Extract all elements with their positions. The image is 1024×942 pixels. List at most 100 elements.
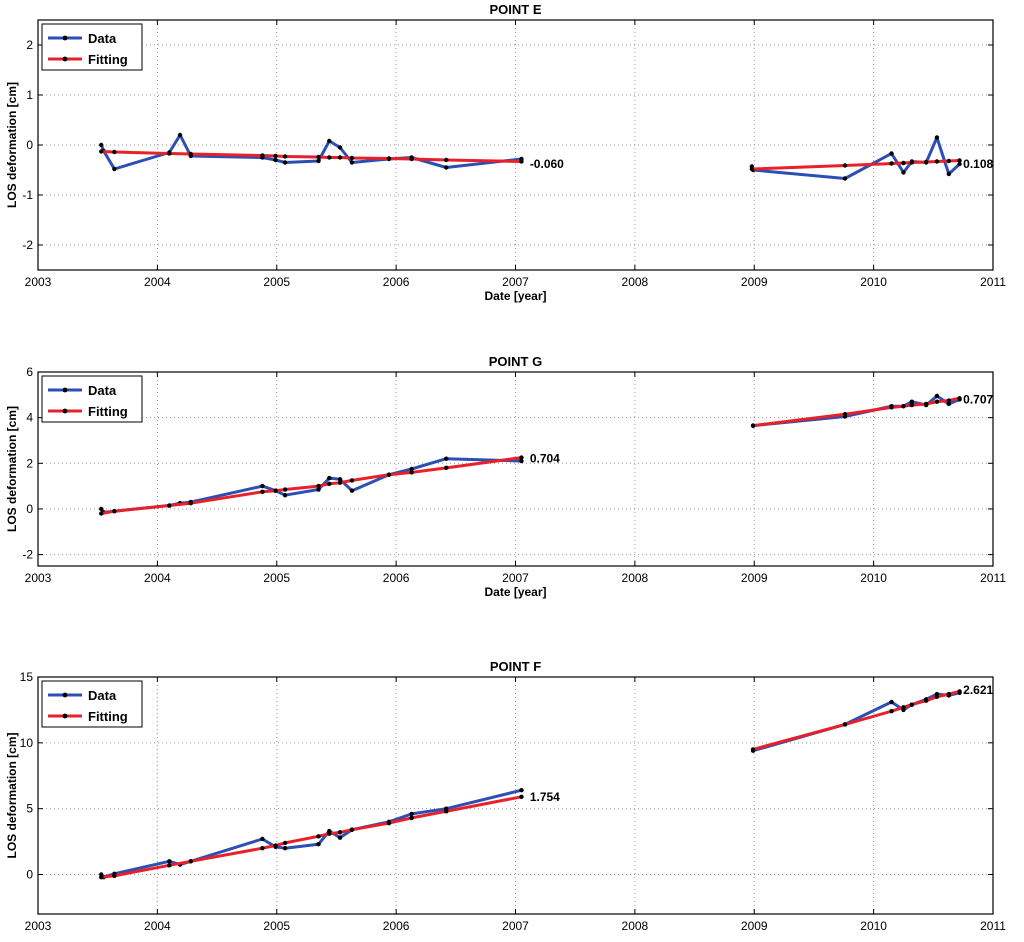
data-point — [409, 156, 414, 162]
chart-title: POINT G — [489, 354, 542, 369]
legend-marker — [62, 713, 68, 719]
data-point — [177, 132, 183, 138]
data-point — [337, 145, 343, 150]
x-tick-label: 2004 — [144, 275, 171, 289]
value-annotation: 0.707 — [963, 392, 993, 406]
data-point — [946, 691, 952, 697]
data-point — [349, 160, 355, 165]
data-point — [337, 155, 343, 160]
x-tick-label: 2006 — [383, 275, 410, 289]
data-point — [167, 151, 172, 156]
x-tick-label: 2011 — [980, 275, 1006, 289]
data-point — [337, 477, 343, 482]
chart-panel-0: 2003 2004 2005 2006 2007 2008 2009 2010 2011 -2 -1… — [5, 2, 1006, 303]
data-point — [946, 398, 952, 403]
data-point — [409, 470, 414, 475]
data-point — [167, 859, 172, 864]
data-point — [889, 161, 894, 166]
data-point — [99, 142, 104, 148]
data-point — [260, 845, 265, 851]
data-point — [282, 493, 288, 498]
y-tick-label: 2 — [26, 456, 33, 470]
data-point — [386, 472, 392, 477]
y-tick-label: 0 — [26, 502, 33, 516]
legend-label: Fitting — [88, 52, 128, 67]
data-point — [327, 831, 332, 836]
legend-label: Data — [88, 688, 117, 703]
data-point — [909, 702, 915, 707]
data-point — [273, 157, 278, 163]
value-annotation: -0.060 — [530, 157, 564, 171]
x-axis-label: Date [year] — [484, 585, 546, 599]
data-point — [327, 481, 332, 487]
legend-marker — [62, 56, 68, 62]
legend-label: Fitting — [88, 709, 128, 724]
data-point — [749, 166, 755, 172]
data-point — [386, 820, 392, 826]
data-point — [957, 161, 962, 167]
x-tick-label: 2006 — [383, 919, 410, 933]
legend: Data Fitting — [41, 23, 143, 71]
data-point — [260, 483, 265, 489]
y-tick-label: 0 — [26, 138, 33, 152]
legend-label: Fitting — [88, 404, 128, 419]
data-point — [901, 705, 906, 710]
data-point — [889, 699, 894, 705]
x-tick-label: 2004 — [144, 919, 171, 933]
data-point — [957, 158, 962, 163]
data-point — [519, 458, 524, 464]
data-point — [934, 393, 940, 399]
data-point — [273, 843, 278, 848]
x-tick-label: 2004 — [144, 571, 171, 585]
data-point — [909, 399, 915, 404]
data-point — [112, 509, 117, 514]
data-point — [957, 689, 962, 694]
x-tick-label: 2009 — [741, 571, 768, 585]
data-point — [188, 151, 193, 157]
data-point — [327, 475, 332, 481]
y-tick-label: 0 — [26, 868, 33, 882]
data-point — [444, 157, 449, 163]
data-point — [273, 488, 278, 493]
legend-marker — [62, 35, 68, 41]
data-point — [909, 160, 915, 165]
data-point — [957, 396, 962, 401]
x-axis-label: Date [year] — [484, 289, 546, 303]
data-point — [349, 488, 355, 493]
data-point — [750, 747, 756, 752]
data-point — [946, 401, 952, 407]
data-point — [316, 842, 321, 847]
y-tick-label: 5 — [26, 802, 33, 816]
data-point — [923, 698, 929, 703]
data-point — [327, 138, 332, 144]
data-point — [934, 159, 940, 164]
x-tick-label: 2009 — [741, 275, 768, 289]
data-point — [99, 506, 104, 512]
data-point — [112, 873, 117, 879]
series-line — [750, 136, 962, 180]
data-point — [409, 815, 414, 821]
data-point — [889, 405, 894, 410]
x-tick-label: 2003 — [25, 275, 52, 289]
legend: Data Fitting — [41, 375, 143, 423]
data-point — [444, 165, 449, 170]
data-point — [946, 171, 952, 177]
series-fitting — [99, 149, 962, 172]
x-tick-label: 2005 — [263, 919, 290, 933]
y-tick-label: 15 — [20, 670, 34, 684]
data-point — [519, 455, 524, 460]
x-tick-label: 2010 — [860, 919, 887, 933]
x-tick-label: 2011 — [980, 571, 1006, 585]
data-point — [386, 156, 392, 161]
value-annotation: 0.704 — [530, 452, 560, 466]
data-point — [337, 835, 343, 840]
data-point — [188, 501, 193, 506]
data-point — [519, 794, 524, 800]
data-point — [282, 840, 288, 846]
x-tick-label: 2008 — [622, 571, 649, 585]
y-tick-label: 6 — [26, 365, 33, 379]
y-tick-label: -2 — [22, 238, 33, 252]
data-point — [519, 159, 524, 164]
data-point — [282, 845, 288, 851]
